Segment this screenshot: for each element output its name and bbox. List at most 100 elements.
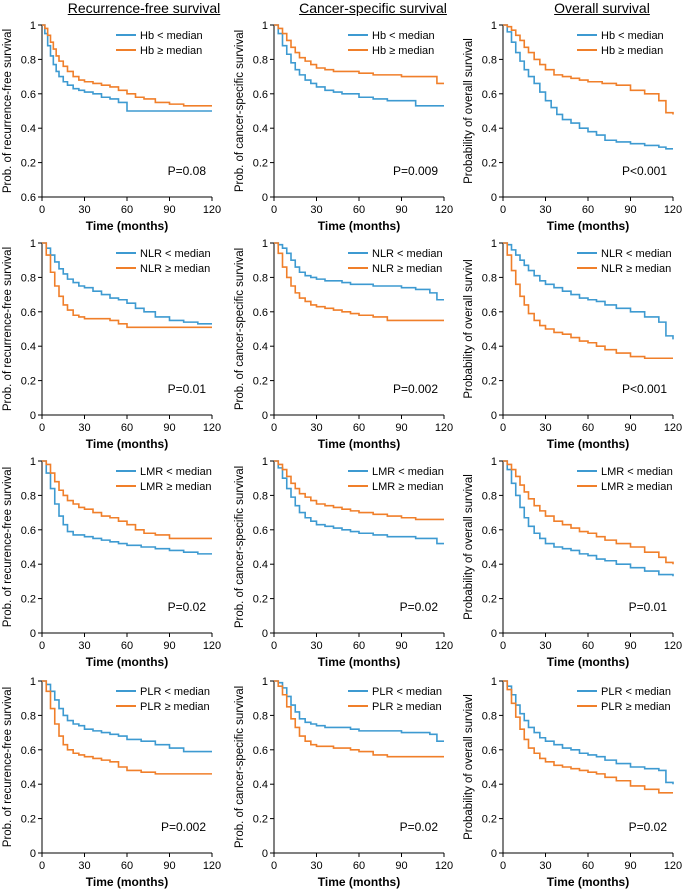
chart-1-x-tick-label: 30	[310, 204, 322, 216]
chart-5-y-tick-label: 0.4	[482, 341, 497, 353]
chart-8-x-tick-label: 120	[664, 640, 682, 652]
chart-11-y-tick-label: 0.4	[482, 779, 497, 791]
chart-9-x-tick-label: 90	[163, 860, 175, 872]
chart-10-y-tick-label: 0.4	[253, 779, 268, 791]
chart-5-y-tick-label: 0.2	[482, 376, 497, 388]
chart-6-x-axis-label: Time (months)	[86, 655, 168, 669]
chart-0-legend-entry-1: Hb ≥ median	[140, 45, 202, 57]
chart-2-x-tick-label: 30	[539, 204, 551, 216]
chart-5-legend-entry-0: NLR < median	[601, 248, 672, 260]
column-title-os: Overall survival	[554, 0, 650, 16]
chart-11-series-1-curve	[503, 680, 673, 794]
chart-7-series-1-curve	[274, 460, 444, 521]
chart-11-x-tick-label: 60	[582, 860, 594, 872]
chart-2-series-0-curve	[503, 24, 673, 150]
chart-4-legend-entry-1: NLR ≥ median	[372, 263, 442, 275]
chart-2-x-tick-label: 120	[664, 204, 682, 216]
chart-4-y-axis-label: Prob. of cancer-specific survival	[234, 248, 246, 410]
chart-11-p-value: P=0.02	[629, 820, 668, 834]
chart-0-x-tick-label: 90	[163, 204, 175, 216]
chart-0-p-value: P=0.08	[168, 164, 207, 178]
chart-5-y-tick-label: 0	[491, 410, 497, 422]
chart-7-y-tick-label: 1	[262, 456, 268, 468]
chart-8-y-tick-label: 1	[491, 456, 497, 468]
chart-1-x-tick-label: 0	[271, 204, 277, 216]
chart-0-y-tick-label: 1	[30, 20, 36, 32]
chart-4-y-tick-label: 0.8	[253, 272, 268, 284]
chart-0-x-tick-label: 120	[203, 204, 221, 216]
chart-9-y-tick-label: 0.4	[21, 779, 36, 791]
chart-11-x-tick-label: 120	[664, 860, 682, 872]
chart-11-x-tick-label: 30	[539, 860, 551, 872]
chart-5-series-0-curve	[503, 242, 674, 340]
chart-8-x-tick-label: 30	[539, 640, 551, 652]
chart-8-series-1-curve	[503, 460, 674, 565]
chart-4-x-tick-label: 30	[310, 422, 322, 434]
chart-7-legend-entry-0: LMR < median	[372, 466, 444, 478]
chart-1-x-tick-label: 60	[353, 204, 365, 216]
chart-7-y-axis-label: Prob. of cancer-specific survival	[234, 466, 246, 628]
chart-2-series-1-curve	[503, 24, 674, 115]
chart-6-series-0-curve	[42, 460, 212, 555]
chart-4-series-1-curve	[274, 242, 444, 322]
chart-0-y-tick-label: 0.6	[21, 89, 36, 101]
chart-5-x-tick-label: 0	[500, 422, 506, 434]
chart-5-y-tick-label: 0.6	[482, 307, 497, 319]
chart-1-p-value: P=0.009	[393, 164, 438, 178]
chart-8-series-0-curve	[503, 460, 674, 577]
chart-3-y-tick-label: 0.8	[21, 272, 36, 284]
chart-0-legend-entry-0: Hb < median	[140, 30, 203, 42]
chart-10-x-tick-label: 90	[395, 860, 407, 872]
chart-9-y-tick-label: 0.8	[21, 710, 36, 722]
chart-5-x-tick-label: 60	[582, 422, 594, 434]
chart-6-y-tick-label: 0.8	[21, 490, 36, 502]
chart-9-x-axis-label: Time (months)	[86, 875, 168, 889]
chart-0-series-0-curve	[42, 24, 212, 112]
chart-6-p-value: P=0.02	[168, 600, 207, 614]
chart-6-x-tick-label: 120	[203, 640, 221, 652]
chart-6-x-tick-label: 90	[163, 640, 175, 652]
chart-4-y-tick-label: 1	[262, 238, 268, 250]
chart-4-x-tick-label: 90	[395, 422, 407, 434]
chart-1-y-tick-label: 0.8	[253, 54, 268, 66]
chart-10-legend-entry-1: PLR ≥ median	[372, 701, 442, 713]
chart-8-legend-entry-1: LMR ≥ median	[601, 481, 672, 493]
chart-10-x-tick-label: 60	[353, 860, 365, 872]
chart-8-p-value: P=0.01	[629, 600, 668, 614]
chart-11-y-tick-label: 1	[491, 676, 497, 688]
chart-3-x-tick-label: 30	[78, 422, 90, 434]
chart-2-y-tick-label: 0.6	[482, 89, 497, 101]
chart-11-x-tick-label: 0	[500, 860, 506, 872]
chart-4-p-value: P=0.002	[393, 382, 438, 396]
chart-10-legend-entry-0: PLR < median	[372, 686, 442, 698]
chart-0-series-1-curve	[42, 24, 212, 107]
chart-5-series-1-curve	[503, 242, 673, 360]
chart-5-x-tick-label: 30	[539, 422, 551, 434]
chart-7-x-tick-label: 90	[395, 640, 407, 652]
chart-3-series-0-curve	[42, 242, 212, 325]
chart-9-y-tick-label: 0.6	[21, 745, 36, 757]
chart-8-y-tick-label: 0.8	[482, 490, 497, 502]
chart-10-x-tick-label: 0	[271, 860, 277, 872]
chart-7-y-tick-label: 0.8	[253, 490, 268, 502]
chart-11-y-tick-label: 0.8	[482, 710, 497, 722]
chart-8-y-axis-label: Probability of overall survival	[463, 474, 475, 620]
chart-9-p-value: P=0.002	[161, 820, 206, 834]
chart-3-legend-entry-1: NLR ≥ median	[140, 263, 210, 275]
chart-1-y-tick-label: 0.6	[253, 89, 268, 101]
chart-3-legend-entry-0: NLR < median	[140, 248, 211, 260]
chart-9-x-tick-label: 30	[78, 860, 90, 872]
chart-6-y-tick-label: 0.4	[21, 559, 36, 571]
chart-9-x-tick-label: 60	[121, 860, 133, 872]
chart-4-y-tick-label: 0.6	[253, 307, 268, 319]
chart-7-y-tick-label: 0.6	[253, 525, 268, 537]
chart-11-series-0-curve	[503, 680, 674, 785]
chart-5-x-tick-label: 120	[664, 422, 682, 434]
chart-10-series-1-curve	[274, 680, 444, 758]
chart-9-x-tick-label: 120	[203, 860, 221, 872]
column-title-css: Cancer-specific survival	[299, 0, 447, 16]
chart-2-x-tick-label: 0	[500, 204, 506, 216]
chart-5-y-tick-label: 1	[491, 238, 497, 250]
chart-6-y-tick-label: 0	[30, 628, 36, 640]
